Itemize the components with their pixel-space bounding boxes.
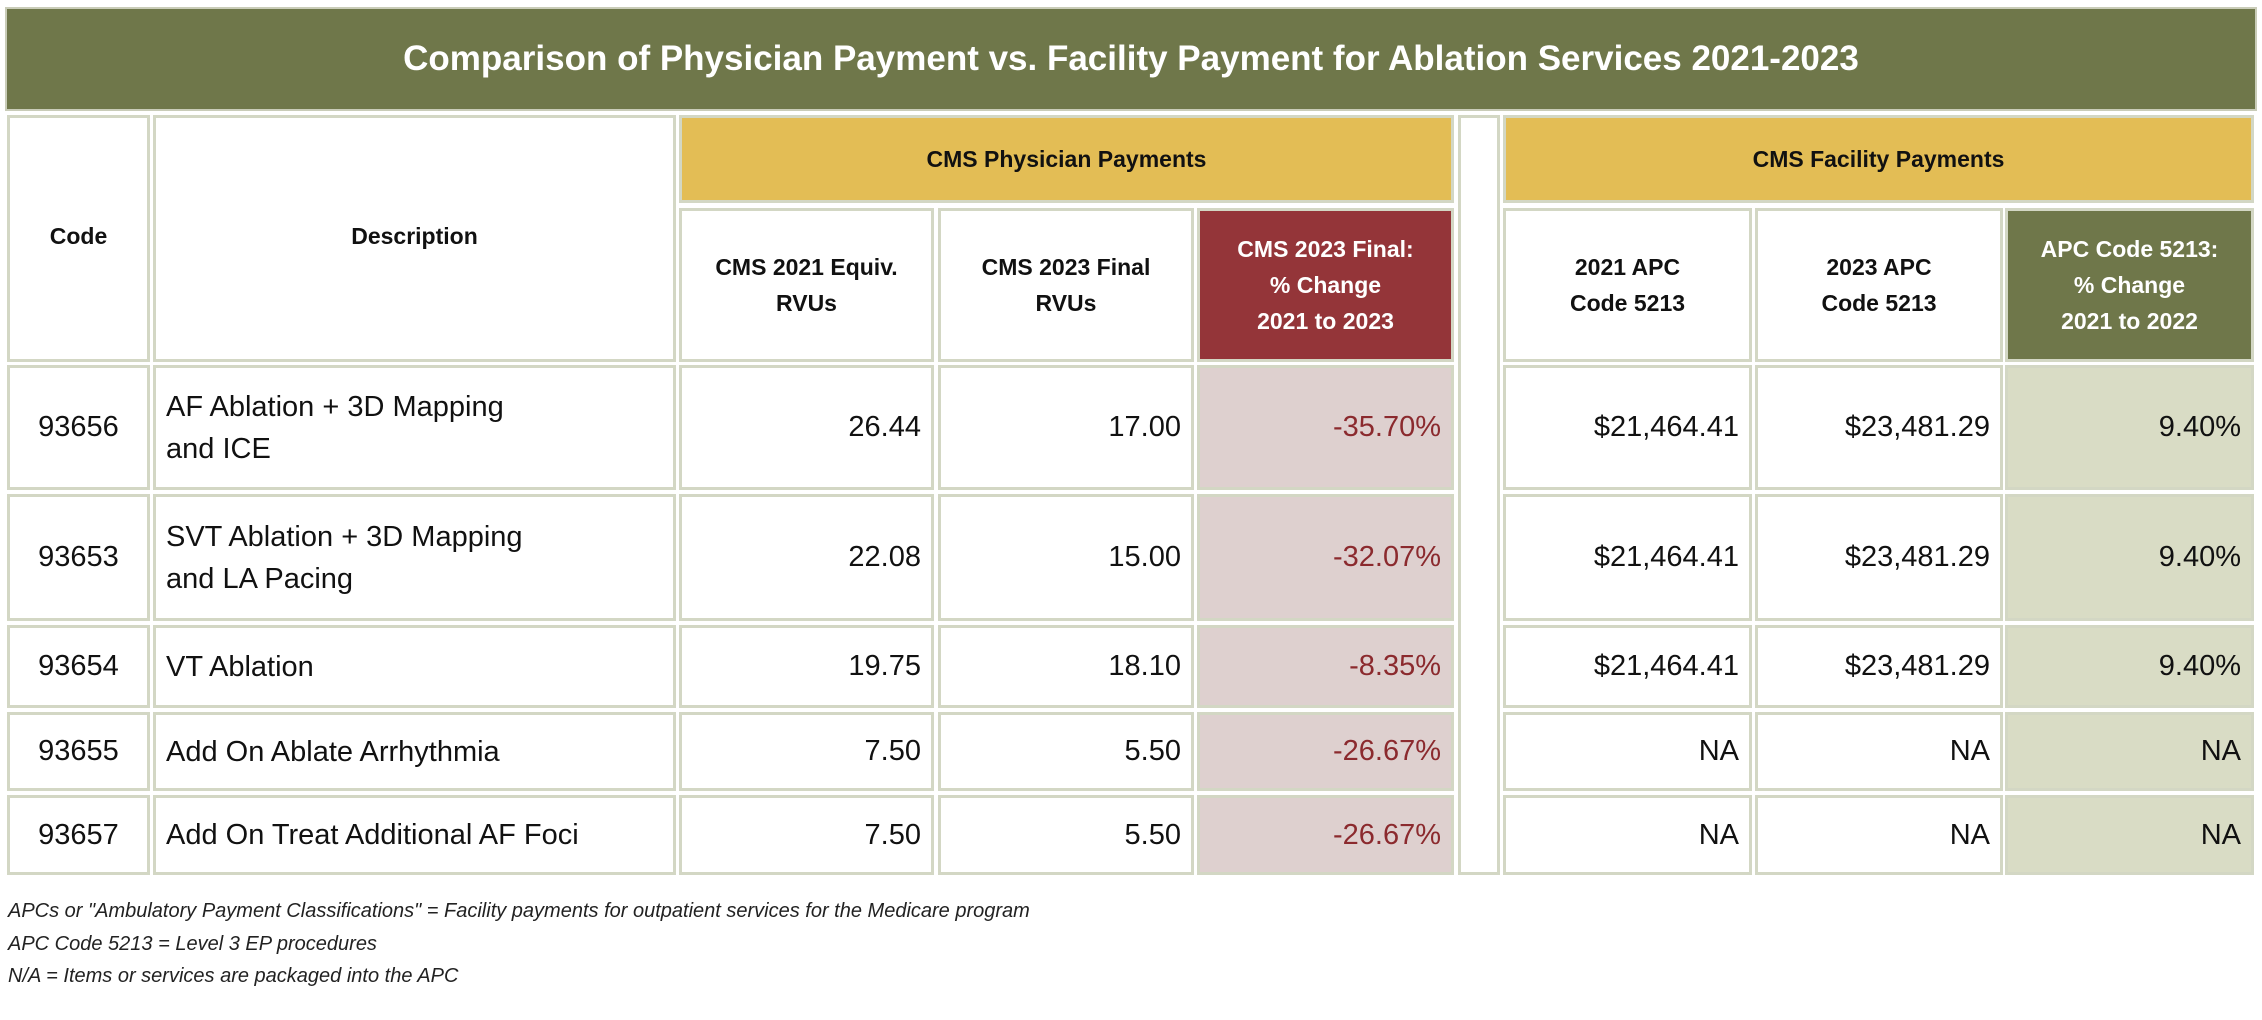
cell-code: 93655 bbox=[7, 712, 150, 791]
header-line: % Change bbox=[1269, 272, 1382, 298]
header-apc-2021: 2021 APC Code 5213 bbox=[1503, 208, 1752, 362]
header-line: 2023 APC bbox=[1826, 254, 1932, 280]
cell-description: Add On Treat Additional AF Foci bbox=[153, 795, 676, 875]
cell-apc-change: NA bbox=[2005, 712, 2254, 791]
cell-apc-change: 9.40% bbox=[2005, 494, 2254, 621]
cell-apc-2021: NA bbox=[1503, 795, 1752, 875]
header-line: Code 5213 bbox=[1569, 290, 1686, 316]
description-line: and ICE bbox=[166, 432, 271, 465]
header-line: CMS 2021 Equiv. bbox=[715, 254, 898, 280]
cell-code: 93653 bbox=[7, 494, 150, 621]
header-description: Description bbox=[153, 115, 676, 362]
cell-rvu-2023: 15.00 bbox=[938, 494, 1194, 621]
column-gap bbox=[1458, 115, 1500, 875]
description-line: SVT Ablation + 3D Mapping bbox=[166, 520, 523, 553]
description-line: Add On Ablate Arrhythmia bbox=[166, 735, 500, 768]
cell-apc-change: 9.40% bbox=[2005, 625, 2254, 708]
cell-description: AF Ablation + 3D Mapping and ICE bbox=[153, 365, 676, 490]
cell-phys-change: -32.07% bbox=[1197, 494, 1454, 621]
footnote: APC Code 5213 = Level 3 EP procedures bbox=[8, 933, 377, 955]
cell-apc-2023: $23,481.29 bbox=[1755, 625, 2003, 708]
cell-rvu-2021: 26.44 bbox=[679, 365, 934, 490]
table-title: Comparison of Physician Payment vs. Faci… bbox=[5, 7, 2257, 111]
cell-rvu-2023: 18.10 bbox=[938, 625, 1194, 708]
cell-rvu-2021: 7.50 bbox=[679, 712, 934, 791]
cell-description: Add On Ablate Arrhythmia bbox=[153, 712, 676, 791]
cell-rvu-2023: 17.00 bbox=[938, 365, 1194, 490]
header-line: 2021 to 2022 bbox=[2061, 308, 2198, 334]
header-line: 2021 APC bbox=[1574, 254, 1681, 280]
cell-apc-change: NA bbox=[2005, 795, 2254, 875]
description-line: VT Ablation bbox=[166, 650, 314, 683]
header-line: APC Code 5213: bbox=[2040, 236, 2219, 262]
cell-code: 93654 bbox=[7, 625, 150, 708]
footnote: N/A = Items or services are packaged int… bbox=[8, 965, 459, 987]
header-rvu-2023: CMS 2023 Final RVUs bbox=[938, 208, 1194, 362]
header-facility-payments: CMS Facility Payments bbox=[1503, 115, 2254, 203]
cell-rvu-2023: 5.50 bbox=[938, 795, 1194, 875]
description-line: AF Ablation + 3D Mapping bbox=[166, 390, 504, 423]
header-line: % Change bbox=[2073, 272, 2186, 298]
footnote: APCs or "Ambulatory Payment Classificati… bbox=[8, 900, 1030, 922]
header-physician-payments: CMS Physician Payments bbox=[679, 115, 1454, 203]
cell-phys-change: -8.35% bbox=[1197, 625, 1454, 708]
cell-rvu-2021: 7.50 bbox=[679, 795, 934, 875]
description-line: Add On Treat Additional AF Foci bbox=[166, 819, 579, 851]
header-rvu-2021: CMS 2021 Equiv. RVUs bbox=[679, 208, 934, 362]
cell-apc-change: 9.40% bbox=[2005, 365, 2254, 490]
cell-phys-change: -26.67% bbox=[1197, 712, 1454, 791]
cell-description: SVT Ablation + 3D Mapping and LA Pacing bbox=[153, 494, 676, 621]
cell-code: 93657 bbox=[7, 795, 150, 875]
cell-phys-change: -35.70% bbox=[1197, 365, 1454, 490]
header-line: CMS 2023 Final: bbox=[1237, 236, 1414, 262]
header-apc-2023: 2023 APC Code 5213 bbox=[1755, 208, 2003, 362]
cell-rvu-2023: 5.50 bbox=[938, 712, 1194, 791]
cell-apc-2021: $21,464.41 bbox=[1503, 494, 1752, 621]
cell-rvu-2021: 19.75 bbox=[679, 625, 934, 708]
cell-apc-2023: $23,481.29 bbox=[1755, 365, 2003, 490]
cell-apc-2021: $21,464.41 bbox=[1503, 625, 1752, 708]
description-line: and LA Pacing bbox=[166, 562, 354, 595]
header-code: Code bbox=[7, 115, 150, 362]
cell-apc-2021: NA bbox=[1503, 712, 1752, 791]
cell-apc-2023: NA bbox=[1755, 795, 2003, 875]
cell-apc-2023: NA bbox=[1755, 712, 2003, 791]
cell-rvu-2021: 22.08 bbox=[679, 494, 934, 621]
header-line: 2021 to 2023 bbox=[1257, 308, 1394, 334]
header-line: RVUs bbox=[776, 290, 837, 316]
cell-code: 93656 bbox=[7, 365, 150, 490]
header-line: Code 5213 bbox=[1821, 290, 1937, 316]
header-line: RVUs bbox=[1035, 290, 1097, 316]
header-line: CMS 2023 Final bbox=[981, 254, 1151, 280]
header-physician-change: CMS 2023 Final: % Change 2021 to 2023 bbox=[1197, 208, 1454, 362]
cell-apc-2021: $21,464.41 bbox=[1503, 365, 1752, 490]
cell-phys-change: -26.67% bbox=[1197, 795, 1454, 875]
cell-apc-2023: $23,481.29 bbox=[1755, 494, 2003, 621]
cell-description: VT Ablation bbox=[153, 625, 676, 708]
header-facility-change: APC Code 5213: % Change 2021 to 2022 bbox=[2005, 208, 2254, 362]
